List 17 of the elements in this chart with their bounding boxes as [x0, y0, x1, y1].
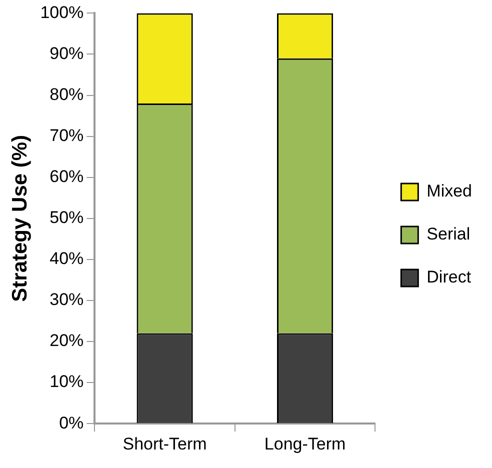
- y-tick-label: 100%: [40, 2, 84, 22]
- legend-label: Direct: [426, 268, 472, 287]
- y-axis-title: Strategy Use (%): [8, 134, 32, 302]
- y-tick-label: 40%: [50, 249, 84, 268]
- y-tick-label: 20%: [50, 331, 84, 350]
- y-tick-label: 10%: [50, 372, 84, 392]
- y-tick-label: 0%: [59, 413, 84, 432]
- legend-label: Mixed: [426, 182, 472, 201]
- y-tick-label: 90%: [50, 44, 84, 63]
- y-tick-label: 50%: [50, 208, 84, 228]
- x-tick-label: Long-Term: [264, 434, 346, 454]
- y-tick-label: 30%: [50, 290, 84, 310]
- y-tick-label: 60%: [50, 167, 84, 186]
- y-tick-label: 80%: [50, 84, 84, 104]
- y-tick-label: 70%: [50, 126, 84, 146]
- x-tick-label: Short-Term: [122, 434, 207, 454]
- legend-label: Serial: [426, 224, 470, 244]
